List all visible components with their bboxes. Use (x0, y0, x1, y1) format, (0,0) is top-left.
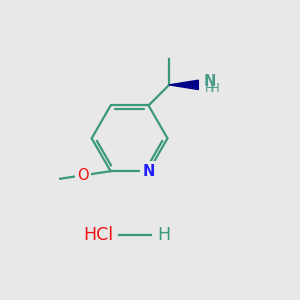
Text: HCl: HCl (83, 226, 113, 244)
Text: H: H (157, 226, 170, 244)
Text: H: H (211, 82, 219, 95)
Polygon shape (169, 80, 198, 89)
Text: H: H (205, 82, 214, 95)
Text: N: N (204, 74, 216, 89)
Text: N: N (142, 164, 155, 179)
Text: O: O (77, 168, 89, 183)
